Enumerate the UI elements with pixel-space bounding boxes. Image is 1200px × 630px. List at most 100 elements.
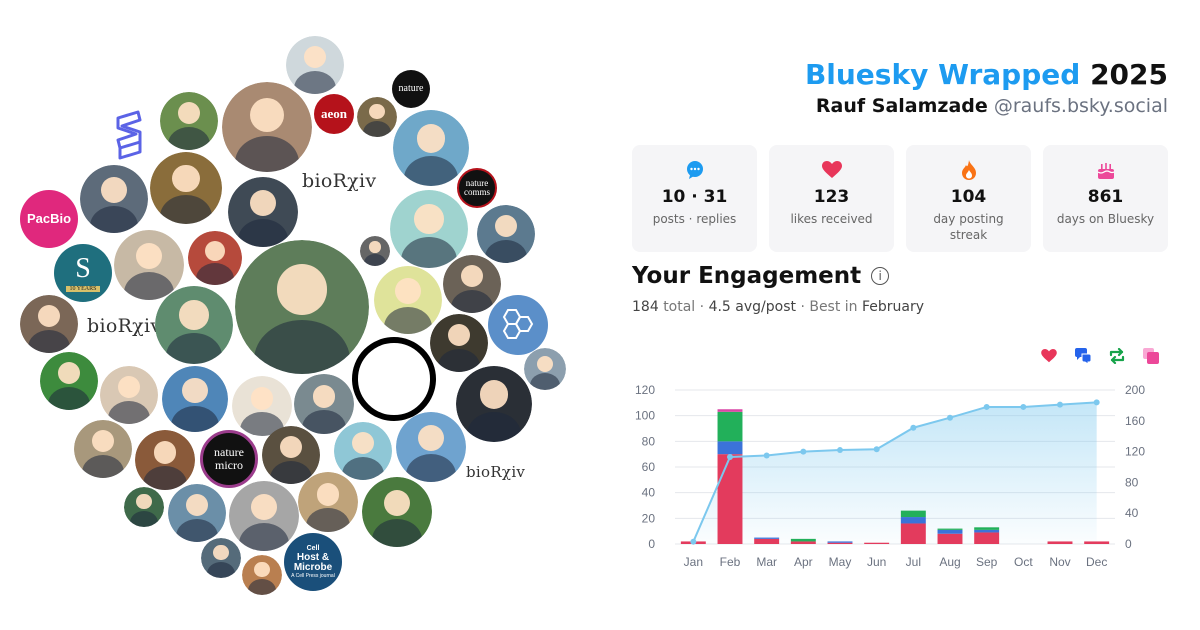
y-tick-left: 0 xyxy=(648,537,655,551)
bar-segment xyxy=(937,533,963,544)
avatar[interactable] xyxy=(393,110,469,186)
cumulative-line xyxy=(692,401,1097,543)
flame-icon xyxy=(906,159,1031,181)
avatar[interactable] xyxy=(160,92,218,150)
bluesky-logo-icon xyxy=(116,110,142,160)
y-tick-left: 40 xyxy=(642,486,656,500)
avatar[interactable] xyxy=(168,484,226,542)
avatar[interactable] xyxy=(477,205,535,263)
x-tick: Mar xyxy=(756,555,777,569)
avatar[interactable] xyxy=(294,374,354,434)
stat-card-streak: 104 day posting streak xyxy=(906,145,1031,252)
cumulative-point xyxy=(1020,403,1027,410)
avatar[interactable] xyxy=(20,295,78,353)
y-tick-right: 80 xyxy=(1125,475,1139,489)
avatar[interactable] xyxy=(242,555,282,595)
y-tick-left: 60 xyxy=(642,460,656,474)
wrapped-header: Bluesky Wrapped 2025 Rauf Salamzade @rau… xyxy=(805,58,1168,117)
cumulative-point xyxy=(1057,401,1063,408)
legend-reposts[interactable] xyxy=(1108,347,1126,365)
avatar-cell-host-microbe-logo[interactable]: Cell Host & Microbe A Cell Press journal xyxy=(284,533,342,591)
avatar[interactable] xyxy=(162,366,228,432)
avatar[interactable] xyxy=(430,314,488,372)
stat-value: 861 xyxy=(1087,187,1124,207)
avatar[interactable] xyxy=(374,266,442,334)
engagement-total: 184 xyxy=(632,299,659,315)
avatar[interactable] xyxy=(80,165,148,233)
stat-card-posts: 10 · 31 posts · replies xyxy=(632,145,757,252)
stat-label: likes received xyxy=(790,212,873,226)
avatar[interactable] xyxy=(155,286,233,364)
avatar[interactable] xyxy=(456,366,532,442)
avatar-s10-logo[interactable]: S 10 YEARS xyxy=(54,244,112,302)
biorxiv-logo: bioRχiv xyxy=(466,463,526,481)
bar-segment xyxy=(974,532,1000,544)
avatar[interactable] xyxy=(188,231,242,285)
avatar[interactable] xyxy=(298,472,358,532)
avatar-aeon-logo[interactable]: aeon xyxy=(314,94,354,134)
avatar[interactable] xyxy=(286,36,344,94)
avatar[interactable] xyxy=(222,82,312,172)
bar-segment xyxy=(717,409,743,412)
avatar[interactable] xyxy=(390,190,468,268)
stat-label: day posting streak xyxy=(933,212,1004,243)
x-tick: Aug xyxy=(939,555,960,569)
page-title: Bluesky Wrapped 2025 xyxy=(805,58,1168,91)
cumulative-point xyxy=(910,424,917,431)
engagement-title-text: Your Engagement xyxy=(632,263,862,289)
avatar-nature-micro-logo[interactable]: nature micro xyxy=(200,430,258,488)
avatar[interactable] xyxy=(229,481,299,551)
avatar[interactable] xyxy=(360,236,390,266)
avatar[interactable] xyxy=(100,366,158,424)
bar-segment xyxy=(717,411,743,442)
avatar-nature-logo[interactable]: nature xyxy=(392,70,430,108)
year-label: 2025 xyxy=(1090,58,1168,91)
avatar[interactable] xyxy=(357,97,397,137)
avatar[interactable] xyxy=(262,426,320,484)
x-tick: May xyxy=(829,555,852,569)
user-line: Rauf Salamzade @raufs.bsky.social xyxy=(805,95,1168,117)
avatar[interactable] xyxy=(74,420,132,478)
engagement-total-label: total xyxy=(663,299,696,315)
legend-likes[interactable] xyxy=(1040,347,1058,365)
y-tick-right: 40 xyxy=(1125,506,1139,520)
cumulative-point xyxy=(873,446,880,453)
cumulative-area xyxy=(693,402,1097,544)
avatar[interactable] xyxy=(235,240,369,374)
avatar-molecule-logo[interactable] xyxy=(488,295,548,355)
x-tick: Apr xyxy=(794,555,813,569)
y-tick-right: 200 xyxy=(1125,383,1145,397)
engagement-summary: 184 total · 4.5 avg/post · Best in Febru… xyxy=(632,299,925,315)
avatar[interactable] xyxy=(228,177,298,247)
avatar[interactable] xyxy=(201,538,241,578)
cumulative-point xyxy=(800,448,807,455)
avatar[interactable] xyxy=(443,255,501,313)
bar-segment xyxy=(1047,541,1073,544)
x-tick: Oct xyxy=(1014,555,1033,569)
avatar[interactable] xyxy=(135,430,195,490)
avatar-nature-comms-logo[interactable]: nature comms xyxy=(457,168,497,208)
avatar[interactable] xyxy=(524,348,566,390)
empty-ring xyxy=(352,337,436,421)
engagement-title: Your Engagement i xyxy=(632,263,890,289)
y-tick-left: 100 xyxy=(635,409,655,423)
info-icon[interactable]: i xyxy=(871,267,890,285)
y-tick-left: 80 xyxy=(642,434,656,448)
user-handle[interactable]: @raufs.bsky.social xyxy=(993,95,1168,117)
avatar-pacbio-logo[interactable]: PacBio xyxy=(20,190,78,248)
avatar[interactable] xyxy=(334,422,392,480)
avatar[interactable] xyxy=(362,477,432,547)
stat-label: posts · replies xyxy=(652,212,737,226)
avatar[interactable] xyxy=(40,352,98,410)
engagement-best-prefix: Best in xyxy=(809,299,858,315)
avatar[interactable] xyxy=(150,152,222,224)
avatar[interactable] xyxy=(124,487,164,527)
legend-replies[interactable] xyxy=(1074,347,1092,365)
heart-icon xyxy=(1041,349,1057,363)
engagement-avg: 4.5 avg/post xyxy=(708,299,796,315)
avatar-cloud: nature aeon bioRχiv nature comms PacBio … xyxy=(20,36,566,595)
avatar[interactable] xyxy=(396,412,466,482)
legend-quotes[interactable] xyxy=(1142,347,1160,365)
avatar[interactable] xyxy=(114,230,184,300)
y-tick-right: 120 xyxy=(1125,445,1145,459)
